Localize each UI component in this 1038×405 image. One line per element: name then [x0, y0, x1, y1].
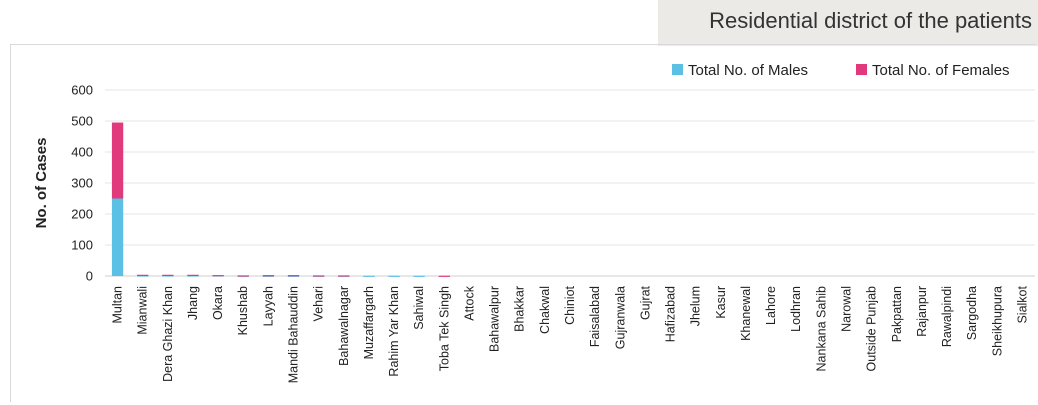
x-tick-label: Mianwali	[136, 286, 150, 335]
bar-males	[287, 275, 300, 277]
y-tick-label: 200	[71, 207, 93, 222]
x-tick-label: Outside Punjab	[865, 286, 879, 372]
x-tick-label: Attock	[462, 285, 476, 320]
x-tick-label: Rawalpindi	[940, 286, 954, 347]
x-tick-label: Layyah	[261, 286, 275, 326]
x-tick-label: Pakpattan	[890, 286, 904, 342]
y-axis-label: No. of Cases	[33, 138, 50, 229]
x-tick-label: Lahore	[764, 286, 778, 325]
y-tick-label: 100	[71, 238, 93, 253]
bar-males	[413, 275, 425, 277]
x-tick-label: Mandi Bahauddin	[287, 286, 301, 383]
x-tick-label: Sialkot	[1015, 285, 1029, 323]
x-tick-label: Okara	[211, 286, 225, 320]
bar-females	[162, 274, 174, 276]
y-tick-label: 500	[71, 114, 93, 129]
legend-label: Total No. of Females	[872, 62, 1010, 79]
x-tick-label: Sargodha	[965, 286, 979, 340]
x-tick-label: Bhakkar	[513, 286, 527, 332]
x-tick-label: Sheikhupura	[990, 286, 1004, 356]
x-tick-label: Faisalabad	[588, 286, 602, 347]
x-tick-label: Khushab	[236, 286, 250, 335]
bar-males	[262, 275, 275, 277]
x-tick-label: Multan	[111, 286, 125, 324]
x-tick-label: Toba Tek Singh	[437, 286, 451, 371]
y-tick-label: 0	[86, 269, 93, 284]
x-tick-label: Sahiwal	[412, 286, 426, 330]
bar-females	[312, 275, 325, 277]
bar-males	[363, 275, 375, 277]
bar-males	[111, 198, 124, 276]
x-tick-label: Gujrat	[638, 285, 652, 320]
legend-swatch	[856, 64, 867, 75]
bar-females	[187, 274, 199, 276]
x-tick-label: Chiniot	[563, 285, 577, 324]
legend-swatch	[672, 64, 683, 75]
y-tick-label: 300	[71, 176, 93, 191]
x-tick-label: Gujranwala	[613, 286, 627, 349]
x-tick-label: Narowal	[839, 286, 853, 332]
bar-females	[111, 122, 124, 199]
x-tick-label: Jhang	[186, 286, 200, 320]
x-tick-label: Bahawalnagar	[337, 286, 351, 366]
x-tick-label: Bahawalpur	[488, 286, 502, 352]
x-tick-label: Hafizabad	[664, 286, 678, 342]
bar-females	[237, 275, 249, 277]
x-tick-label: Rajanpur	[915, 286, 929, 337]
x-tick-label: Nankana Sahib	[814, 286, 828, 372]
bar-males	[187, 275, 199, 277]
x-tick-label: Rahim Yar Khan	[387, 286, 401, 377]
x-tick-label: Jhelum	[689, 286, 703, 326]
bar-females	[137, 274, 149, 276]
bar-females	[287, 275, 300, 277]
bar-males	[388, 275, 400, 277]
x-tick-label: Lodhran	[789, 286, 803, 332]
y-tick-label: 600	[71, 83, 93, 98]
bar-females	[212, 275, 224, 277]
bar-females	[438, 275, 450, 277]
y-tick-label: 400	[71, 145, 93, 160]
bar-females	[338, 275, 350, 277]
chart-frame	[10, 44, 1036, 402]
x-tick-label: Khanewal	[739, 286, 753, 341]
x-tick-label: Chakwal	[538, 286, 552, 334]
bar-males	[162, 275, 174, 277]
x-tick-label: Vehari	[312, 286, 326, 321]
legend-label: Total No. of Males	[688, 62, 808, 79]
x-tick-label: Dera Ghazi Khan	[161, 286, 175, 382]
bar-females	[262, 275, 275, 277]
page-title: Residential district of the patients	[709, 8, 1032, 33]
x-tick-label: Muzaffargarh	[362, 286, 376, 359]
header-band: Residential district of the patients	[658, 0, 1038, 46]
bar-males	[137, 275, 149, 277]
x-tick-label: Kasur	[714, 286, 728, 319]
